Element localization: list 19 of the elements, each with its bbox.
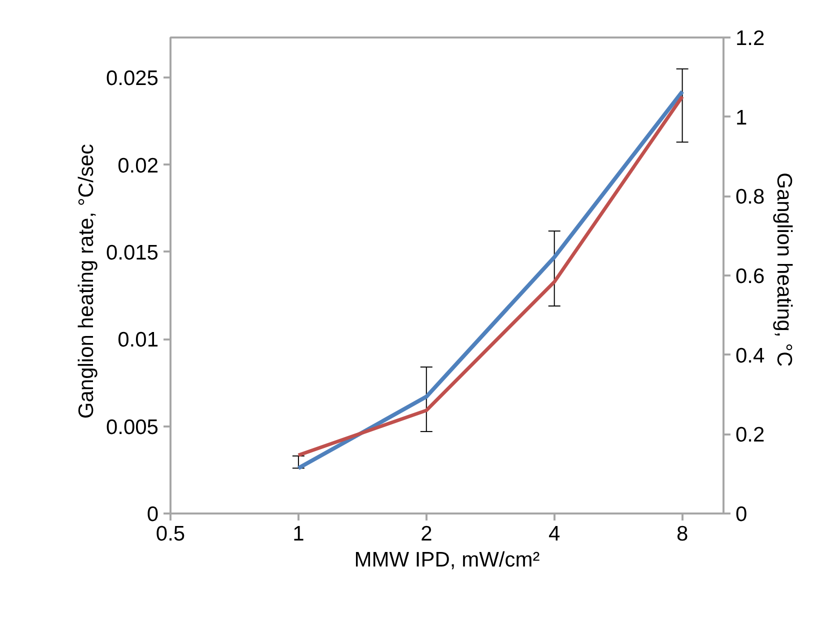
x-tick-label: 8 bbox=[676, 522, 688, 546]
x-tick-label: 4 bbox=[548, 522, 561, 546]
y-axis-title: Ganglion heating rate, °C/sec bbox=[74, 144, 98, 419]
y-tick-label: 0.005 bbox=[106, 416, 159, 439]
y-tick-label: 0.02 bbox=[118, 154, 159, 178]
y-tick-label: 0.015 bbox=[106, 241, 159, 264]
y2-tick-label: 0.6 bbox=[736, 265, 765, 288]
y2-tick-label: 0.8 bbox=[736, 186, 765, 209]
y2-axis-title: Ganglion heating, °C bbox=[772, 172, 796, 367]
y2-tick-label: 0.2 bbox=[736, 424, 765, 447]
x-tick-label: 2 bbox=[420, 522, 432, 546]
y2-tick-label: 0 bbox=[736, 503, 748, 526]
y2-tick-label: 0.4 bbox=[736, 344, 766, 368]
y-tick-label: 0.01 bbox=[118, 328, 159, 352]
y-tick-label: 0.025 bbox=[106, 67, 159, 90]
x-tick-label: 1 bbox=[292, 522, 304, 546]
x-axis-title: MMW IPD, mW/cm² bbox=[354, 548, 540, 572]
y2-tick-label: 1.2 bbox=[736, 27, 765, 50]
y2-tick-label: 1 bbox=[736, 106, 748, 130]
